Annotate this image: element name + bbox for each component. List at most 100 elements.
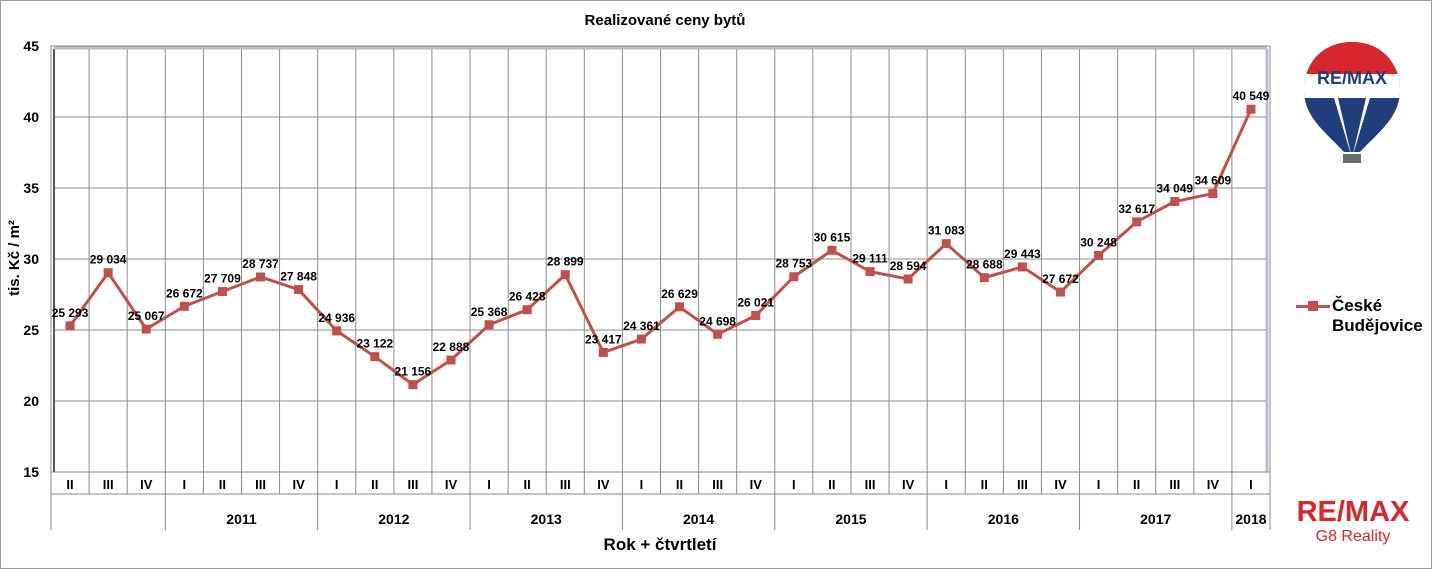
x-tick-label: II: [524, 477, 531, 492]
data-label: 40 549: [1233, 89, 1270, 103]
data-label: 30 615: [814, 230, 851, 244]
x-axis-title: Rok + čtvrtletí: [604, 535, 718, 554]
data-point: [522, 305, 532, 315]
data-label: 26 629: [661, 287, 698, 301]
x-tick-label: III: [407, 477, 418, 492]
y-tick-label: 40: [23, 109, 39, 125]
x-tick-label: IV: [1207, 477, 1220, 492]
x-tick-label: II: [66, 477, 73, 492]
x-tick-label: III: [560, 477, 571, 492]
brand-name: RE/MAX: [1296, 496, 1410, 528]
data-label: 24 698: [699, 314, 736, 328]
data-label: 28 688: [966, 258, 1003, 272]
x-tick-label: III: [1017, 477, 1028, 492]
y-tick-label: 45: [23, 38, 39, 54]
data-point: [332, 326, 342, 336]
data-label: 32 617: [1118, 202, 1155, 216]
x-tick-label: II: [676, 477, 683, 492]
brand-logo: RE/MAX G8 Reality: [1287, 496, 1419, 546]
data-label: 25 067: [128, 309, 165, 323]
data-point: [675, 302, 685, 312]
data-label: 24 936: [318, 311, 355, 325]
year-label: 2018: [1235, 511, 1266, 527]
year-label: 2015: [835, 511, 866, 527]
y-tick-label: 30: [23, 251, 39, 267]
x-tick-label: I: [487, 477, 491, 492]
data-label: 28 753: [775, 257, 812, 271]
data-point: [408, 380, 418, 390]
data-label: 29 111: [852, 252, 888, 266]
legend: České Budějovice: [1296, 296, 1432, 336]
data-point: [1170, 197, 1180, 207]
data-point: [65, 321, 75, 331]
data-label: 27 848: [280, 270, 317, 284]
x-tick-label: I: [1249, 477, 1253, 492]
year-label: 2012: [378, 511, 409, 527]
x-tick-label: II: [219, 477, 226, 492]
remax-balloon-logo: RE/MAX: [1304, 42, 1400, 163]
x-tick-label: II: [371, 477, 378, 492]
x-tick-label: III: [712, 477, 723, 492]
data-label: 29 443: [1004, 247, 1041, 261]
year-label: 2013: [531, 511, 562, 527]
data-label: 28 899: [547, 255, 584, 269]
data-point: [865, 267, 875, 277]
x-tick-label: III: [255, 477, 266, 492]
x-tick-label: III: [103, 477, 114, 492]
x-tick-label: IV: [597, 477, 610, 492]
data-label: 26 672: [166, 286, 203, 300]
y-axis-title: tis. Kč / m²: [6, 220, 23, 296]
data-point: [598, 347, 608, 357]
data-label: 23 122: [356, 337, 393, 351]
data-point: [979, 273, 989, 283]
x-tick-label: IV: [445, 477, 458, 492]
data-label: 27 709: [204, 272, 241, 286]
data-label: 22 888: [433, 340, 470, 354]
legend-label-line1: České: [1332, 296, 1383, 315]
data-label: 31 083: [928, 224, 965, 238]
x-tick-label: IV: [292, 477, 305, 492]
y-tick-label: 25: [23, 322, 39, 338]
data-point: [446, 355, 456, 365]
x-tick-label: I: [640, 477, 644, 492]
data-point: [217, 287, 227, 297]
data-point: [294, 285, 304, 295]
year-label: 2011: [226, 511, 257, 527]
chart-title: Realizované ceny bytů: [585, 12, 746, 29]
data-point: [636, 334, 646, 344]
data-point: [560, 270, 570, 280]
data-label: 27 672: [1042, 272, 1079, 286]
y-tick-label: 35: [23, 180, 39, 196]
data-label: 29 034: [90, 253, 127, 267]
data-point: [179, 301, 189, 311]
data-label: 25 368: [471, 305, 508, 319]
data-label: 34 609: [1195, 174, 1232, 188]
y-tick-label: 15: [23, 464, 39, 480]
data-point: [1094, 250, 1104, 260]
y-tick-label: 20: [23, 393, 39, 409]
data-point: [103, 268, 113, 278]
brand-subtitle: G8 Reality: [1315, 528, 1391, 545]
x-tick-label: I: [944, 477, 948, 492]
x-tick-label: III: [865, 477, 876, 492]
x-tick-label: IV: [750, 477, 763, 492]
data-point: [713, 329, 723, 339]
data-point: [256, 272, 266, 282]
data-point: [751, 311, 761, 321]
data-point: [141, 324, 151, 334]
x-tick-label: I: [183, 477, 187, 492]
data-point: [1246, 104, 1256, 114]
data-point: [1132, 217, 1142, 227]
series-line: [68, 108, 1253, 387]
data-point: [1208, 189, 1218, 199]
data-label: 30 248: [1080, 235, 1117, 249]
data-point: [789, 272, 799, 282]
x-tick-label: II: [981, 477, 988, 492]
x-tick-label: II: [1133, 477, 1140, 492]
data-label: 25 293: [52, 306, 89, 320]
data-label: 21 156: [395, 365, 432, 379]
data-label: 23 417: [585, 332, 622, 346]
year-label: 2016: [988, 511, 1019, 527]
data-label: 24 361: [623, 319, 660, 333]
